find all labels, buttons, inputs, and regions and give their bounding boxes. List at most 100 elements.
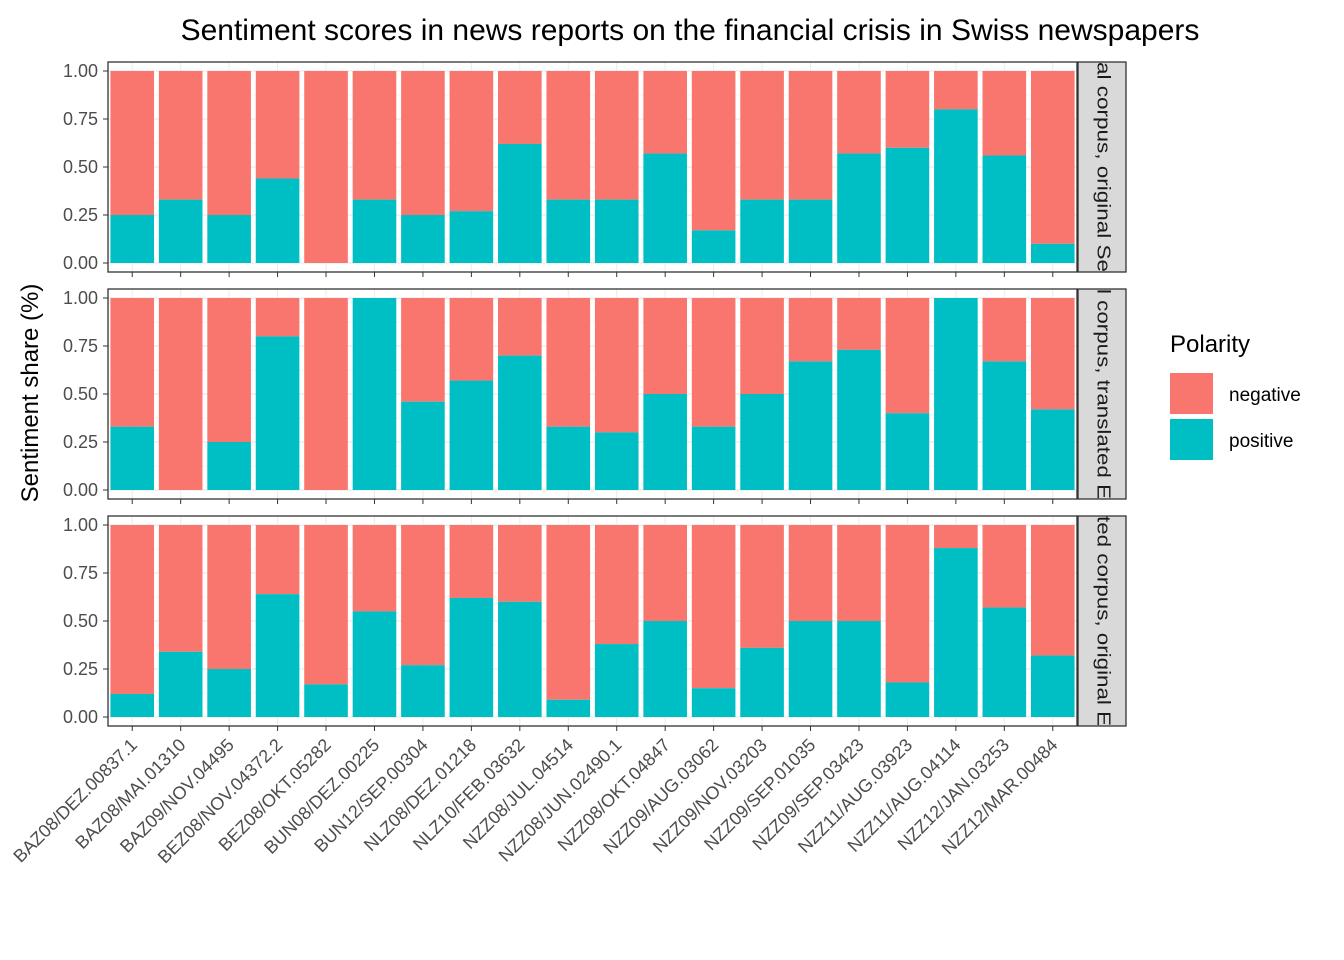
bar-negative xyxy=(546,298,591,427)
bar-negative xyxy=(788,71,833,200)
bar-positive xyxy=(740,647,784,717)
bar-positive xyxy=(740,199,784,263)
bar-positive xyxy=(304,684,348,717)
bar-positive xyxy=(1030,243,1075,263)
bar-positive xyxy=(207,215,251,263)
facet-panel: 0.00 0.25 0.50 0.75 1.00 ted corpus, original… xyxy=(63,515,1127,731)
bar-negative xyxy=(885,298,930,414)
bar-positive xyxy=(498,143,542,263)
bar-positive xyxy=(934,548,978,717)
bar-positive xyxy=(1030,409,1075,490)
bar-positive xyxy=(885,413,930,490)
bar-negative xyxy=(304,525,348,685)
bar-negative xyxy=(837,298,881,350)
bar-negative xyxy=(594,71,639,200)
bar-positive xyxy=(449,597,494,717)
bar-negative xyxy=(982,71,1027,156)
bar-positive xyxy=(691,230,736,263)
bar-positive xyxy=(594,644,639,717)
y-tick-label: 0.75 xyxy=(63,336,98,356)
bar-negative xyxy=(158,525,203,652)
bar-negative xyxy=(449,71,494,212)
legend-key-positive xyxy=(1170,419,1213,460)
bar-negative xyxy=(740,298,784,394)
bar-negative xyxy=(691,525,736,689)
legend-key-negative xyxy=(1170,373,1213,414)
bar-negative xyxy=(498,71,542,144)
bar-negative xyxy=(158,298,203,490)
bar-positive xyxy=(498,355,542,490)
bar-positive xyxy=(401,401,445,490)
y-tick-label: 0.75 xyxy=(63,109,98,129)
bar-positive xyxy=(110,426,155,490)
bar-positive xyxy=(352,298,397,490)
bar-negative xyxy=(498,525,542,602)
bar-positive xyxy=(110,693,155,717)
bar-positive xyxy=(885,682,930,717)
bar-positive xyxy=(982,155,1027,263)
facet-panel: 0.00 0.25 0.50 0.75 1.00 al corpus, original … xyxy=(63,61,1127,277)
bar-negative xyxy=(401,298,445,402)
y-tick-label: 0.25 xyxy=(63,659,98,679)
bar-negative xyxy=(255,71,300,179)
bar-negative xyxy=(546,71,591,200)
bar-positive xyxy=(110,215,155,263)
bar-negative xyxy=(401,71,445,215)
bar-negative xyxy=(934,525,978,549)
facet-strip xyxy=(1077,288,1127,500)
bar-positive xyxy=(352,199,397,263)
bar-negative xyxy=(837,71,881,154)
facet-strip xyxy=(1077,61,1127,273)
bar-negative xyxy=(788,298,833,362)
bar-negative xyxy=(158,71,203,200)
y-tick-label: 0.75 xyxy=(63,563,98,583)
bar-negative xyxy=(934,71,978,110)
y-tick-label: 0.00 xyxy=(63,707,98,727)
bar-negative xyxy=(255,298,300,337)
bar-positive xyxy=(643,621,687,717)
bar-positive xyxy=(837,621,881,717)
bar-negative xyxy=(255,525,300,595)
bar-negative xyxy=(304,71,348,263)
y-tick-label: 1.00 xyxy=(63,288,98,308)
bar-positive xyxy=(691,688,736,717)
bar-negative xyxy=(982,525,1027,608)
bar-positive xyxy=(643,394,687,490)
bar-positive xyxy=(788,621,833,717)
y-tick-label: 1.00 xyxy=(63,515,98,535)
bar-negative xyxy=(691,71,736,231)
bar-negative xyxy=(643,298,687,394)
bar-positive xyxy=(546,426,591,490)
bar-positive xyxy=(643,153,687,263)
y-axis-title: Sentiment share (%) xyxy=(17,284,44,503)
bar-positive xyxy=(740,394,784,490)
bar-negative xyxy=(1030,71,1075,244)
facet-panels: 0.00 0.25 0.50 0.75 1.00 al corpus, original … xyxy=(63,61,1127,731)
bar-negative xyxy=(110,298,155,427)
bar-positive xyxy=(691,426,736,490)
bar-negative xyxy=(982,298,1027,362)
bar-negative xyxy=(304,298,348,490)
bar-positive xyxy=(594,432,639,490)
bar-negative xyxy=(691,298,736,427)
y-tick-label: 0.25 xyxy=(63,432,98,452)
bar-negative xyxy=(207,525,251,669)
bar-negative xyxy=(401,525,445,666)
bar-negative xyxy=(788,525,833,621)
legend-title: Polarity xyxy=(1170,331,1250,358)
bar-negative xyxy=(885,71,930,148)
legend-label-negative: negative xyxy=(1229,385,1301,406)
bar-positive xyxy=(255,594,300,717)
bar-negative xyxy=(110,525,155,694)
y-tick-label: 0.50 xyxy=(63,157,98,177)
bar-negative xyxy=(207,298,251,442)
bar-negative xyxy=(740,71,784,200)
y-tick-label: 0.00 xyxy=(63,253,98,273)
bar-positive xyxy=(594,199,639,263)
bar-negative xyxy=(207,71,251,215)
facet-strip-label: ted corpus, original E xyxy=(1093,516,1113,726)
y-tick-label: 0.50 xyxy=(63,611,98,631)
bar-positive xyxy=(449,380,494,490)
legend-label-positive: positive xyxy=(1229,431,1293,452)
bar-positive xyxy=(1030,655,1075,717)
